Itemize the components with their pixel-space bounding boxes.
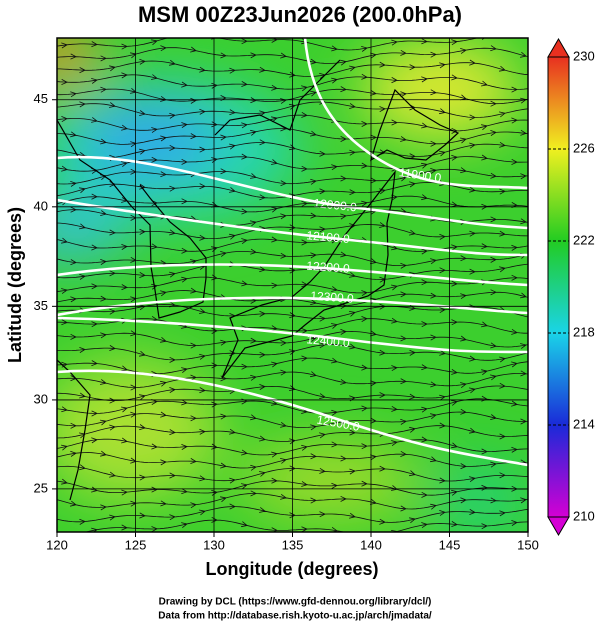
- footer-source: Data from http://database.rish.kyoto-u.a…: [158, 611, 432, 622]
- colorbar-tick-label: 214: [573, 416, 595, 431]
- colorbar-extend-bottom: [547, 516, 570, 536]
- contour-label: 12200.0: [306, 259, 351, 276]
- streamline: [57, 111, 528, 134]
- footer-credit: Drawing by DCL (https://www.gfd-dennou.o…: [159, 597, 432, 608]
- streamline: [57, 490, 528, 512]
- streamline: [57, 395, 528, 417]
- x-tick-label: 135: [282, 537, 304, 552]
- streamline: [57, 464, 528, 484]
- streamline: [57, 125, 528, 148]
- streamline: [83, 516, 528, 532]
- streamline: [57, 382, 528, 404]
- x-tick-label: 120: [46, 537, 68, 552]
- field-patch: [360, 40, 520, 140]
- streamline: [57, 58, 528, 79]
- streamline: [57, 248, 528, 269]
- x-axis-label: Longitude (degrees): [205, 559, 378, 579]
- streamline: [57, 222, 528, 241]
- streamline: [57, 422, 528, 445]
- coastline: [57, 359, 91, 501]
- streamline: [57, 261, 528, 283]
- colorbar-tick-label: 222: [573, 232, 595, 247]
- contour-label: 12100.0: [306, 228, 351, 246]
- streamlines: [57, 38, 528, 532]
- field: 11900.0 12000.0 12100.0 12200.0 12300.0 12400…: [57, 38, 528, 532]
- contour-line: [57, 198, 528, 257]
- chart-title: MSM 00Z23Jun2026 (200.0hPa): [138, 2, 462, 27]
- y-tick-label: 40: [34, 198, 48, 213]
- contour-label: 12000.0: [313, 196, 358, 214]
- field-patch: [240, 440, 420, 520]
- x-tick-label: 125: [125, 537, 147, 552]
- contours: 11900.0 12000.0 12100.0 12200.0 12300.0 12400…: [57, 38, 528, 467]
- x-tick-label: 130: [203, 537, 225, 552]
- contour-line: [57, 296, 528, 317]
- streamline: [57, 503, 528, 525]
- y-tick-label: 25: [34, 480, 48, 495]
- streamline: [57, 98, 528, 121]
- contour-line: [57, 263, 528, 287]
- coastline: [214, 59, 341, 136]
- streamline: [57, 45, 528, 66]
- streamline: [57, 408, 528, 431]
- contour-label: 11900.0: [398, 165, 442, 185]
- coastline: [369, 88, 460, 162]
- x-tick-label: 140: [360, 537, 382, 552]
- contour-line: [57, 316, 528, 354]
- contour-label: 12400.0: [306, 332, 351, 350]
- streamline: [57, 72, 528, 93]
- streamline: [57, 450, 528, 471]
- field-patch: [57, 38, 95, 85]
- streamline: [57, 355, 528, 377]
- streamline: [57, 342, 528, 363]
- streamline: [57, 477, 528, 498]
- y-tick-label: 35: [34, 298, 48, 313]
- streamline: [57, 86, 528, 107]
- x-tick-label: 150: [517, 537, 539, 552]
- field-patch: [57, 360, 220, 500]
- colorbar-tick-label: 230: [573, 48, 595, 63]
- streamline: [57, 153, 528, 174]
- contour-line: [303, 38, 528, 190]
- colorbar-extend-top: [547, 38, 570, 58]
- y-tick-label: 30: [34, 391, 48, 406]
- grid: [57, 38, 528, 532]
- streamline: [57, 436, 528, 458]
- contour-line: [57, 155, 528, 230]
- colorbar: [547, 56, 570, 518]
- colorbar-tick-label: 218: [573, 324, 595, 339]
- x-tick-label: 145: [439, 537, 461, 552]
- y-tick-label: 45: [34, 91, 48, 106]
- streamline: [57, 328, 528, 349]
- y-axis-label: Latitude (degrees): [5, 207, 25, 363]
- coastline: [57, 119, 133, 208]
- streamline: [57, 287, 528, 310]
- colorbar-tick-label: 226: [573, 140, 595, 155]
- colorbar-tick-label: 210: [573, 508, 595, 523]
- streamline: [57, 38, 485, 52]
- contour-label: 12300.0: [310, 289, 355, 306]
